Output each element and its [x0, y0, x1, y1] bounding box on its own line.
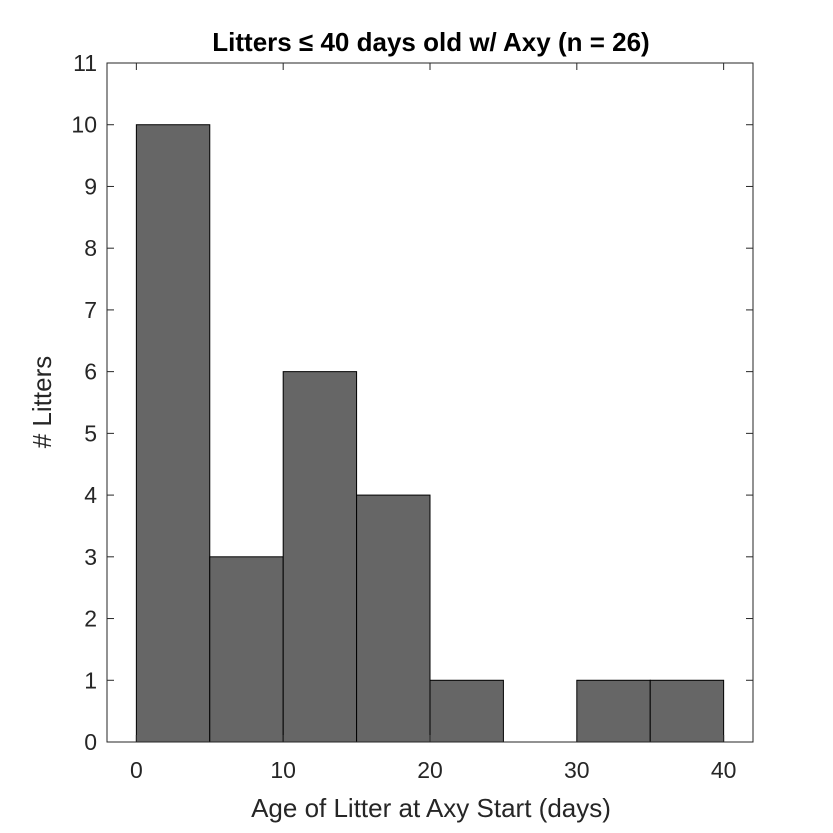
y-axis-label: # Litters: [27, 356, 57, 449]
y-tick-label: 6: [84, 359, 97, 385]
y-tick-label: 1: [84, 667, 97, 693]
histogram-bar: [429, 679, 504, 743]
x-tick-label: 20: [417, 757, 443, 783]
x-tick-label: 30: [564, 757, 590, 783]
x-tick-label: 10: [270, 757, 296, 783]
y-axis-ticks: 0 1 2 3 4 5 6 7 8 9 10 11: [71, 50, 753, 755]
histogram-bar: [576, 679, 651, 743]
y-tick-label: 3: [84, 544, 97, 570]
y-tick-label: 4: [84, 482, 97, 508]
x-tick-label: 40: [711, 757, 737, 783]
plot-area: 0 10 20 30 40 0 1 2 3 4 5 6 7 8 9 10 11: [71, 50, 754, 783]
y-tick-label: 2: [84, 606, 97, 632]
y-tick-label: 11: [73, 50, 97, 76]
histogram-bar: [209, 556, 284, 743]
x-axis-label: Age of Litter at Axy Start (days): [251, 793, 611, 823]
y-tick-label: 5: [84, 420, 97, 446]
y-tick-label: 0: [84, 729, 97, 755]
histogram-bar: [649, 679, 725, 743]
x-tick-label: 0: [130, 757, 143, 783]
y-tick-label: 8: [84, 235, 97, 261]
y-tick-label: 10: [71, 112, 97, 138]
y-tick-label: 9: [84, 173, 97, 199]
y-tick-label: 7: [84, 297, 97, 323]
histogram-bar: [356, 494, 431, 743]
histogram-bar: [282, 371, 358, 743]
histogram-bar: [135, 124, 211, 743]
chart-title: Litters ≤ 40 days old w/ Axy (n = 26): [212, 27, 649, 57]
x-axis-ticks: 0 10 20 30 40: [130, 63, 736, 783]
bars-group: [135, 124, 725, 743]
